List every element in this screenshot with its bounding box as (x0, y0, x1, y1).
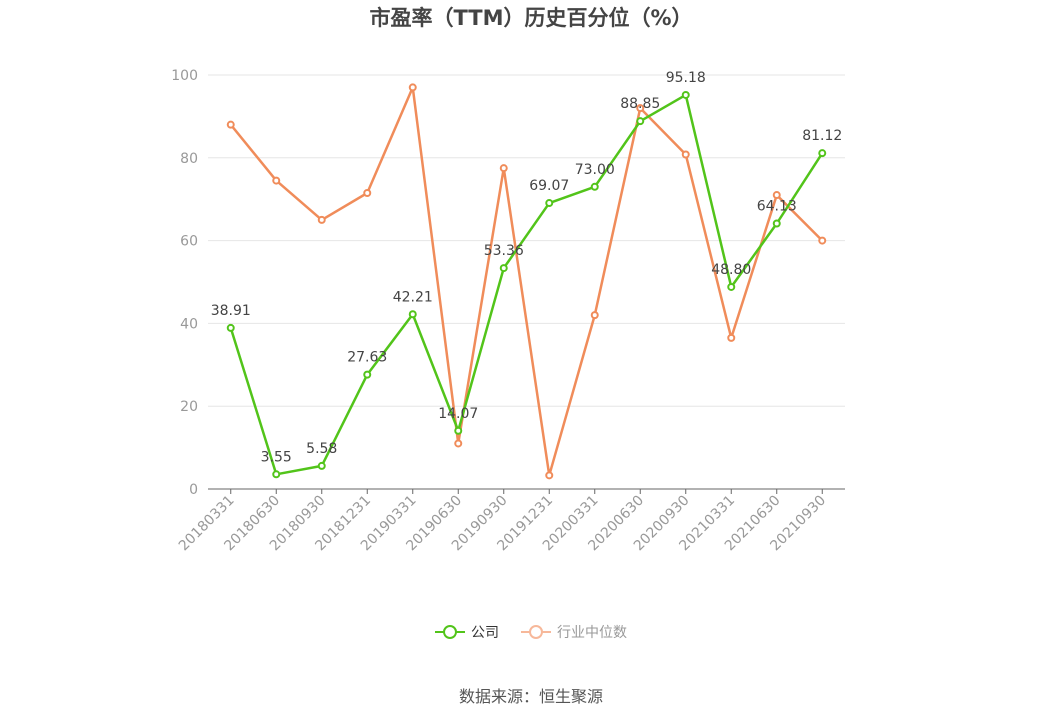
legend-label-company: 公司 (471, 625, 499, 641)
data-point (363, 188, 372, 197)
axes: 0204060801002018033120180630201809302018… (171, 68, 845, 554)
data-label: 5.58 (306, 441, 337, 457)
series-line (229, 93, 824, 476)
legend-item-company[interactable]: 公司 (435, 622, 499, 642)
data-label: 64.13 (757, 199, 797, 215)
grid-lines (208, 74, 845, 407)
y-tick-label: 100 (171, 68, 198, 84)
data-label: 53.36 (484, 243, 524, 259)
data-point (590, 311, 599, 320)
legend-swatch-industry-median (521, 622, 551, 642)
series-line (229, 86, 824, 477)
data-point (454, 439, 463, 448)
data-label: 69.07 (529, 178, 569, 194)
data-point (545, 199, 554, 208)
data-point (272, 176, 281, 185)
data-point (545, 471, 554, 480)
data-point (408, 310, 417, 319)
data-point (681, 150, 690, 159)
data-point (499, 164, 508, 173)
data-label: 48.80 (711, 262, 751, 278)
legend-item-industry-median[interactable]: 行业中位数 (521, 622, 627, 642)
y-tick-label: 40 (180, 316, 198, 332)
data-point (727, 333, 736, 342)
data-point (727, 282, 736, 291)
data-point (772, 219, 781, 228)
chart-title: 市盈率（TTM）历史百分位（%） (369, 6, 693, 30)
data-point (636, 117, 645, 126)
data-label: 81.12 (802, 128, 842, 144)
series-lines (226, 83, 827, 480)
data-point (272, 470, 281, 479)
y-tick-label: 80 (180, 151, 198, 167)
data-source: 数据来源：恒生聚源 (458, 687, 603, 706)
y-tick-label: 20 (180, 399, 198, 415)
data-label: 95.18 (666, 70, 706, 86)
data-point (317, 461, 326, 470)
data-point (226, 120, 235, 129)
legend: 公司 行业中位数 (0, 622, 1062, 642)
data-label: 88.85 (620, 96, 660, 112)
data-point (454, 426, 463, 435)
y-tick-label: 60 (180, 234, 198, 250)
data-point (818, 149, 827, 158)
data-point (590, 182, 599, 191)
data-label: 27.63 (347, 350, 387, 366)
data-point (681, 90, 690, 99)
data-labels: 38.91 3.55 5.58 27.63 42.21 14.07 53.36 69.07 73… (211, 70, 843, 465)
data-label: 14.07 (438, 406, 478, 422)
data-point (408, 83, 417, 92)
data-label: 42.21 (393, 289, 433, 305)
data-point (499, 264, 508, 273)
data-point (226, 323, 235, 332)
data-label: 73.00 (575, 162, 615, 178)
legend-swatch-company (435, 622, 465, 642)
data-point (363, 370, 372, 379)
data-point (636, 104, 645, 113)
data-point (772, 191, 781, 200)
legend-label-industry-median: 行业中位数 (557, 625, 627, 641)
data-label: 3.55 (261, 449, 292, 465)
data-point (317, 215, 326, 224)
data-label: 38.91 (211, 303, 251, 319)
y-tick-label: 0 (189, 482, 198, 498)
data-point (818, 236, 827, 245)
